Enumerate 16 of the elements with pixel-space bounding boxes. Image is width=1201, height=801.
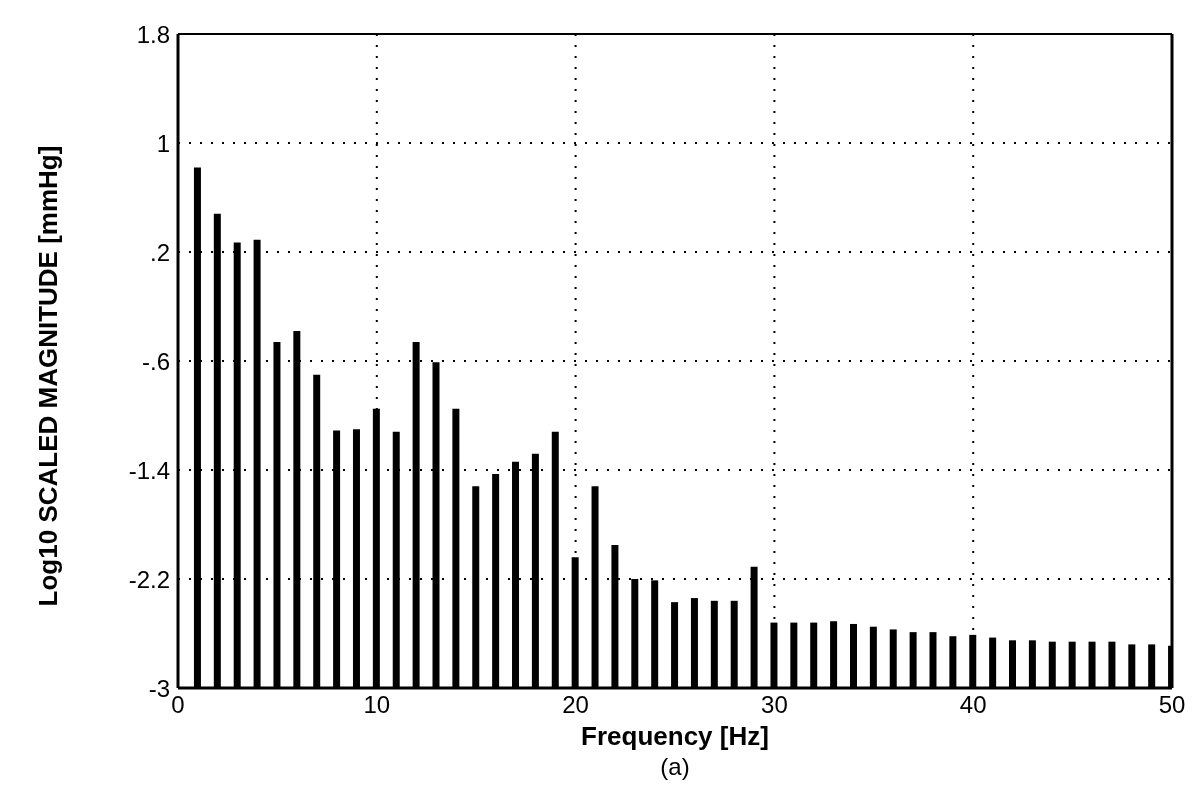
y-axis-title: Log10 SCALED MAGNITUDE [mmHg]	[32, 145, 64, 606]
x-axis-title: Frequency [Hz]	[581, 721, 769, 752]
x-tick-label: 40	[959, 691, 987, 719]
y-tick-label: -3	[148, 674, 170, 702]
x-tick-label: 30	[761, 691, 788, 719]
x-tick-label: 10	[363, 691, 391, 719]
y-tick-label: -.6	[141, 347, 170, 375]
x-tick-label: 0	[171, 691, 185, 719]
y-tick-label: .2	[149, 238, 170, 266]
x-tick-label: 20	[562, 691, 589, 719]
text: (a)	[660, 753, 690, 781]
x-tick-label: 50	[1158, 691, 1186, 719]
y-tick-label: -2.2	[128, 565, 170, 593]
y-tick-label: -1.4	[128, 456, 170, 484]
y-tick-label: 1.8	[136, 20, 170, 48]
y-tick-label: 1	[156, 129, 170, 157]
